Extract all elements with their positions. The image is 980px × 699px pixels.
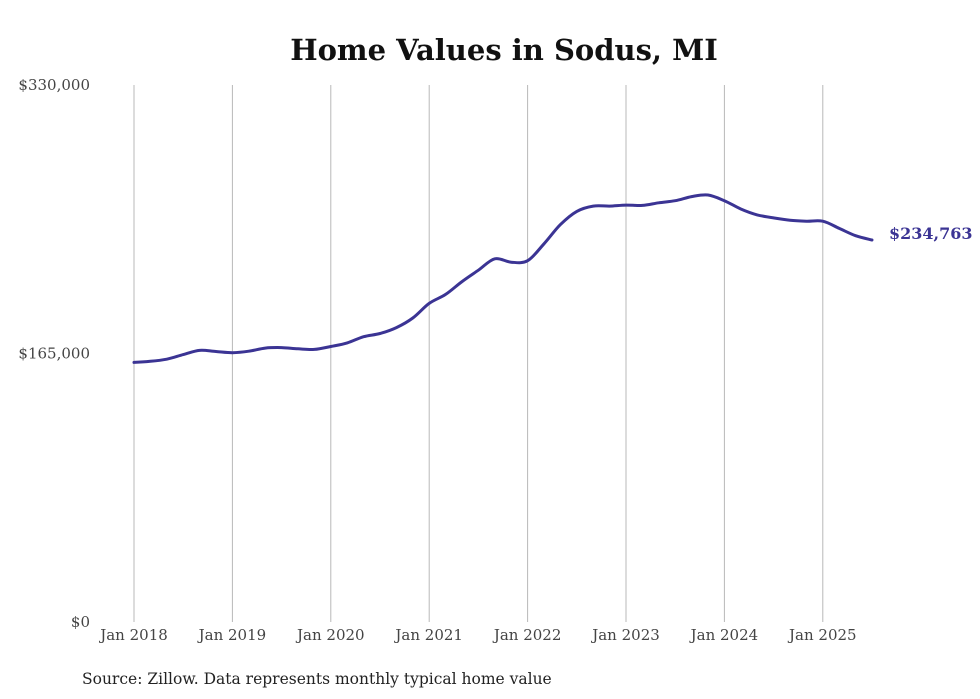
- source-note: Source: Zillow. Data represents monthly …: [82, 670, 552, 688]
- x-gridlines: [133, 85, 824, 622]
- x-tick-label: Jan 2019: [197, 626, 267, 644]
- chart-title: Home Values in Sodus, MI: [290, 33, 718, 67]
- x-tick-label: Jan 2024: [689, 626, 759, 644]
- x-tick-label: Jan 2023: [590, 626, 660, 644]
- latest-value-label: $234,763: [889, 224, 973, 243]
- home-value-line: [132, 193, 874, 364]
- x-tick-label: Jan 2025: [787, 626, 857, 644]
- y-tick-label: $0: [71, 613, 90, 631]
- x-tick-label: Jan 2022: [492, 626, 562, 644]
- x-tick-label: Jan 2018: [98, 626, 168, 644]
- x-tick-label: Jan 2021: [393, 626, 463, 644]
- y-axis-tick-labels: $330,000 $165,000 $0: [18, 76, 90, 631]
- y-tick-label: $330,000: [18, 76, 90, 94]
- y-tick-label: $165,000: [18, 345, 90, 363]
- x-tick-label: Jan 2020: [295, 626, 365, 644]
- x-axis-tick-labels: Jan 2018 Jan 2019 Jan 2020 Jan 2021 Jan 2022…: [98, 626, 856, 644]
